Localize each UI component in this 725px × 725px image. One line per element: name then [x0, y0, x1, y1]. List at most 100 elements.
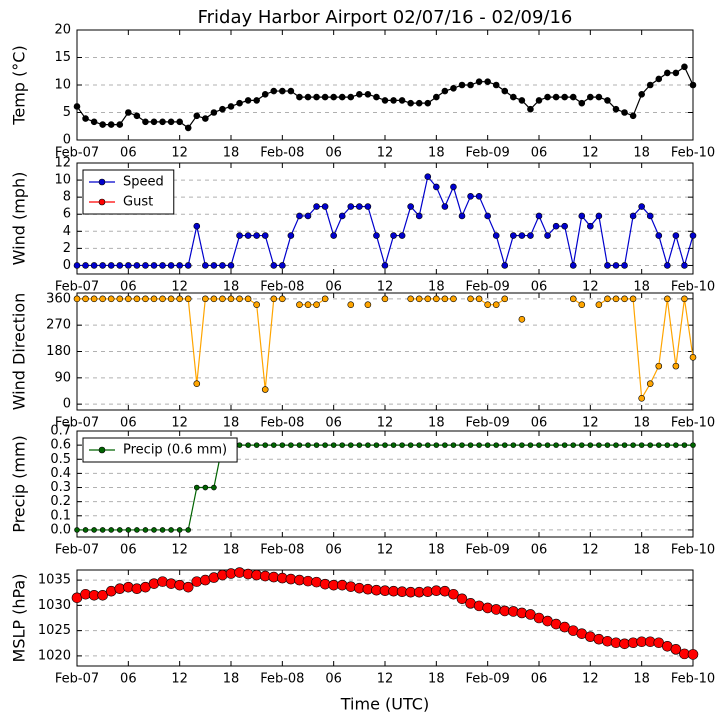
legend-marker — [98, 198, 106, 206]
data-point — [91, 527, 97, 533]
data-point — [356, 203, 363, 210]
data-point — [339, 442, 346, 448]
y-axis-title: Precip (mm) — [10, 435, 29, 533]
data-point — [450, 442, 457, 448]
y-tick-label: 15 — [54, 50, 71, 65]
x-tick-label: 06 — [531, 146, 548, 161]
legend-marker — [98, 446, 106, 454]
x-tick-label: 12 — [171, 280, 188, 295]
x-tick-label: Feb-08 — [260, 543, 304, 558]
data-point — [304, 301, 312, 309]
data-point — [535, 97, 543, 104]
data-point — [288, 442, 294, 448]
x-tick-label: Feb-09 — [466, 672, 510, 687]
data-point — [672, 232, 680, 239]
data-point — [596, 442, 602, 448]
data-point — [535, 212, 543, 220]
data-point — [193, 112, 201, 120]
data-point — [595, 301, 603, 309]
data-point — [476, 442, 482, 448]
data-point — [578, 442, 585, 448]
data-point — [621, 442, 628, 448]
data-point — [107, 262, 115, 269]
x-tick-label: 06 — [120, 672, 137, 687]
data-point — [73, 103, 81, 110]
x-tick-label: Feb-08 — [260, 280, 304, 295]
x-tick-label: 12 — [377, 280, 394, 295]
x-tick-label: 18 — [428, 280, 445, 295]
data-point — [424, 442, 431, 448]
data-point — [518, 316, 526, 323]
data-point — [518, 232, 526, 239]
x-tick-label: Feb-07 — [55, 672, 99, 687]
data-point — [184, 262, 192, 269]
data-point — [210, 295, 218, 303]
data-point — [569, 93, 577, 101]
data-point — [373, 93, 380, 101]
data-point — [382, 442, 388, 448]
x-tick-label: Feb-10 — [671, 416, 715, 431]
data-point — [202, 484, 209, 491]
data-point — [595, 93, 603, 101]
x-tick-label: 18 — [428, 672, 445, 687]
data-point — [99, 295, 106, 303]
data-point — [670, 644, 682, 655]
data-point — [244, 295, 252, 303]
data-point — [82, 115, 89, 122]
data-point — [287, 232, 295, 239]
data-point — [321, 295, 329, 303]
y-tick-label: 270 — [46, 318, 71, 333]
data-point — [398, 232, 406, 239]
data-point — [399, 442, 405, 448]
data-point — [262, 442, 269, 448]
data-point — [210, 262, 218, 269]
data-point — [279, 442, 286, 448]
data-point — [398, 97, 406, 104]
data-point — [604, 262, 611, 269]
data-point — [467, 193, 474, 200]
x-tick-label: Feb-10 — [671, 672, 715, 687]
data-point — [536, 442, 542, 448]
data-point — [621, 295, 628, 303]
y-tick-label: 1030 — [38, 598, 71, 613]
x-tick-label: Feb-10 — [671, 280, 715, 295]
data-point — [604, 97, 611, 104]
data-point — [279, 87, 286, 95]
data-point — [202, 262, 209, 269]
x-tick-label: 06 — [325, 280, 342, 295]
data-point — [407, 99, 414, 107]
y-tick-label: 180 — [46, 344, 71, 359]
data-point — [475, 78, 483, 85]
x-tick-label: 12 — [171, 543, 188, 558]
data-point — [211, 484, 217, 491]
x-tick-label: 12 — [377, 416, 394, 431]
data-point — [646, 81, 654, 89]
data-point — [236, 232, 243, 239]
data-point — [296, 93, 303, 101]
data-point — [595, 212, 603, 220]
y-tick-label: 12 — [54, 156, 71, 171]
series-line — [77, 298, 694, 401]
data-point — [510, 93, 517, 101]
data-point — [219, 262, 226, 269]
data-point — [544, 442, 551, 448]
data-point — [687, 649, 699, 660]
data-point — [415, 212, 423, 220]
x-tick-label: 12 — [582, 543, 599, 558]
data-point — [501, 442, 508, 448]
data-point — [475, 295, 483, 303]
data-point — [330, 232, 337, 239]
data-point — [364, 203, 372, 210]
y-tick-label: 2 — [63, 241, 71, 256]
data-point — [97, 589, 108, 601]
data-point — [133, 112, 141, 120]
data-point — [646, 380, 654, 387]
data-point — [621, 109, 628, 116]
data-point — [184, 124, 192, 132]
data-point — [193, 484, 200, 491]
y-tick-label: 1025 — [38, 623, 71, 638]
x-tick-label: 06 — [120, 416, 137, 431]
plot-frame — [76, 162, 694, 275]
data-point — [501, 87, 509, 95]
data-point — [364, 91, 372, 98]
